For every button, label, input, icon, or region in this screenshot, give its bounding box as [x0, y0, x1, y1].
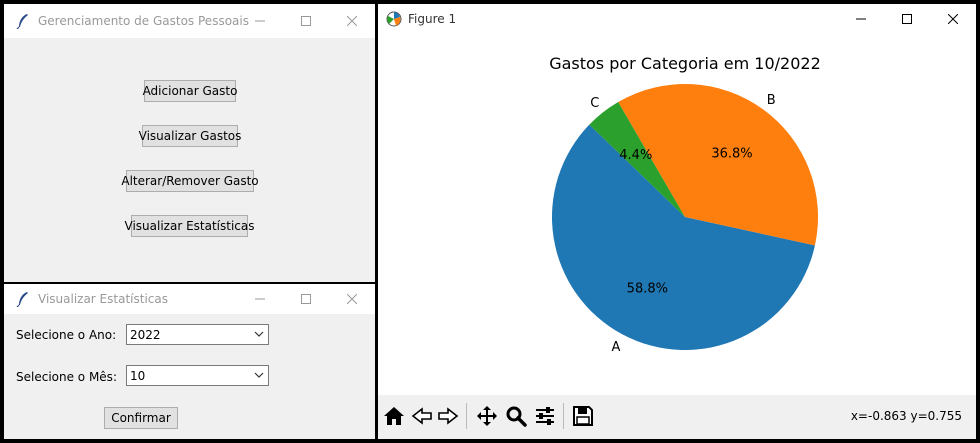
- feather-icon: [16, 14, 28, 29]
- minimize-button[interactable]: [838, 4, 884, 34]
- stats-window-title: Visualizar Estatísticas: [38, 292, 168, 306]
- chart-title: Gastos por Categoria em 10/2022: [549, 54, 821, 73]
- move-icon: [477, 406, 497, 426]
- view-expenses-button[interactable]: Visualizar Gastos: [139, 125, 241, 147]
- view-statistics-button[interactable]: Visualizar Estatísticas: [125, 215, 255, 237]
- year-value: 2022: [130, 327, 161, 342]
- year-combobox[interactable]: 2022: [126, 324, 269, 345]
- slice-percent-a: 58.8%: [627, 281, 668, 296]
- maximize-button[interactable]: [884, 4, 930, 34]
- pie-slice-c: [589, 102, 685, 217]
- slice-label-a: A: [612, 340, 621, 355]
- maximize-button[interactable]: [283, 4, 329, 38]
- minimize-button[interactable]: [237, 4, 283, 38]
- pie-slice-a: [552, 124, 815, 351]
- configure-subplots-button[interactable]: [532, 403, 558, 429]
- chevron-down-icon: [254, 372, 264, 378]
- main-window-title: Gerenciamento de Gastos Pessoais: [38, 14, 249, 28]
- figure-toolbar: x=-0.863 y=0.755: [378, 395, 976, 439]
- maximize-icon: [301, 294, 311, 304]
- pan-button[interactable]: [474, 403, 500, 429]
- slice-percent-c: 4.4%: [619, 148, 652, 163]
- minimize-icon: [856, 18, 866, 20]
- home-button[interactable]: [381, 403, 407, 429]
- close-icon: [347, 16, 357, 26]
- slice-label-b: B: [767, 93, 776, 108]
- maximize-icon: [301, 16, 311, 26]
- slice-label-c: C: [590, 96, 599, 111]
- close-icon: [347, 294, 357, 304]
- toolbar-separator: [563, 403, 564, 429]
- maximize-icon: [902, 14, 912, 24]
- matplotlib-icon: [386, 11, 402, 27]
- pie-chart: Gastos por Categoria em 10/2022 A 58.8% B 3…: [549, 54, 821, 355]
- stats-window: Visualizar Estatísticas Selecione o Ano:…: [4, 284, 375, 439]
- cursor-coordinates: x=-0.863 y=0.755: [850, 409, 962, 423]
- forward-button[interactable]: [435, 403, 461, 429]
- confirm-button[interactable]: Confirmar: [104, 407, 178, 429]
- toolbar-separator: [466, 403, 467, 429]
- maximize-button[interactable]: [283, 284, 329, 314]
- zoom-icon: [506, 406, 527, 427]
- save-icon: [573, 406, 593, 426]
- main-window: Gerenciamento de Gastos Pessoais Adicion…: [4, 4, 375, 282]
- close-icon: [948, 14, 958, 24]
- month-label: Selecione o Mês:: [16, 370, 117, 384]
- save-button[interactable]: [570, 403, 596, 429]
- minimize-icon: [255, 20, 265, 22]
- zoom-button[interactable]: [503, 403, 529, 429]
- minimize-icon: [255, 298, 265, 300]
- home-icon: [384, 407, 404, 425]
- close-button[interactable]: [329, 4, 375, 38]
- month-combobox[interactable]: 10: [126, 365, 269, 386]
- month-value: 10: [130, 368, 146, 383]
- forward-arrow-icon: [438, 407, 459, 425]
- pie-slice-b: [618, 84, 818, 246]
- year-label: Selecione o Ano:: [16, 328, 117, 342]
- feather-icon: [16, 292, 28, 307]
- slice-percent-b: 36.8%: [711, 147, 752, 162]
- chevron-down-icon: [254, 331, 264, 337]
- close-button[interactable]: [329, 284, 375, 314]
- figure-window-title: Figure 1: [408, 12, 457, 26]
- close-button[interactable]: [930, 4, 976, 34]
- sliders-icon: [536, 407, 554, 425]
- stats-window-titlebar[interactable]: Visualizar Estatísticas: [4, 284, 375, 314]
- back-button[interactable]: [409, 403, 435, 429]
- minimize-button[interactable]: [237, 284, 283, 314]
- edit-remove-expense-button[interactable]: Alterar/Remover Gasto: [121, 170, 259, 192]
- figure-window: Figure 1 Gastos por Categoria em 10/2022…: [378, 4, 976, 439]
- figure-window-titlebar[interactable]: Figure 1: [378, 4, 976, 34]
- add-expense-button[interactable]: Adicionar Gasto: [143, 80, 237, 102]
- main-window-titlebar[interactable]: Gerenciamento de Gastos Pessoais: [4, 4, 375, 38]
- back-arrow-icon: [411, 407, 432, 425]
